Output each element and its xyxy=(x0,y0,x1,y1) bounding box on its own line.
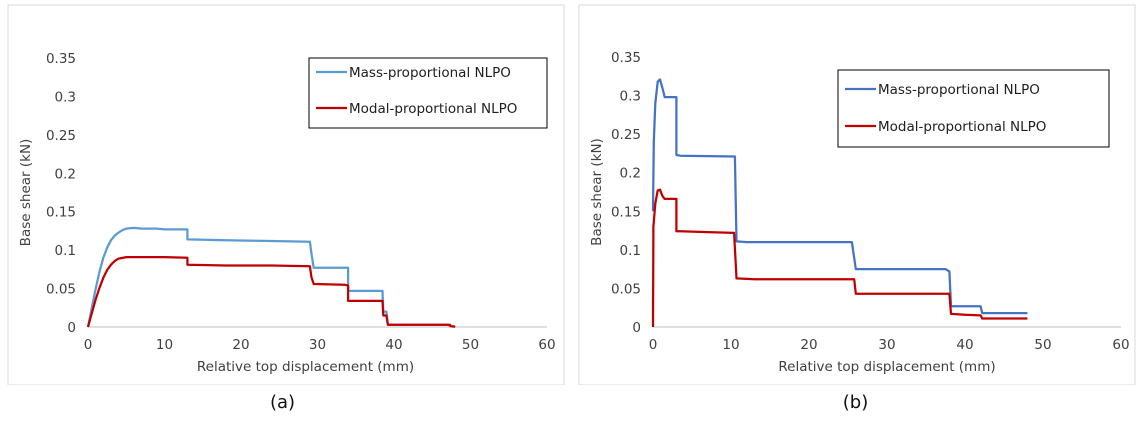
chart-panel-a: 0 0.05 0.1 0.15 0.2 0.25 0.3 0.35 0 10 20 30 40 50 60 R… xyxy=(0,0,565,430)
legend-entry: Modal-proportional NLPO xyxy=(349,101,517,117)
y-tick-label: 0.1 xyxy=(620,243,641,259)
y-tick-label: 0.05 xyxy=(611,281,641,297)
series-line-modal-proportional xyxy=(651,188,1028,328)
x-tick-label: 50 xyxy=(1034,337,1051,353)
x-tick-label: 50 xyxy=(462,337,479,353)
x-tick-label: 20 xyxy=(800,337,817,353)
x-tick-label: 30 xyxy=(309,337,326,353)
chart-b: 0 0.05 0.1 0.15 0.2 0.25 0.3 0.35 0 10 20 30 40 50 60 R… xyxy=(578,4,1136,385)
caption-b: (b) xyxy=(842,392,869,413)
series-line-modal-proportional xyxy=(86,255,456,328)
x-tick-label: 60 xyxy=(538,337,555,353)
y-axis-title: Base shear (kN) xyxy=(589,138,605,246)
x-tick-label: 0 xyxy=(84,337,93,353)
y-tick-label: 0.25 xyxy=(46,128,76,144)
y-tick-label: 0.15 xyxy=(611,204,641,220)
legend-entry: Mass-proportional NLPO xyxy=(349,65,511,81)
x-tick-label: 40 xyxy=(956,337,973,353)
x-axis-title: Relative top displacement (mm) xyxy=(197,359,414,375)
y-tick-label: 0.35 xyxy=(611,50,641,66)
x-tick-label: 30 xyxy=(878,337,895,353)
chart-panel-b: 0 0.05 0.1 0.15 0.2 0.25 0.3 0.35 0 10 20 30 40 50 60 R… xyxy=(573,0,1138,430)
y-axis-title: Base shear (kN) xyxy=(18,139,34,247)
y-tick-label: 0 xyxy=(632,320,641,336)
x-tick-label: 10 xyxy=(156,337,173,353)
legend-box xyxy=(308,57,548,129)
y-tick-label: 0.3 xyxy=(55,89,76,105)
legend-entry: Mass-proportional NLPO xyxy=(878,82,1040,98)
x-tick-label: 40 xyxy=(385,337,402,353)
y-tick-label: 0.35 xyxy=(46,51,76,67)
y-tick-label: 0.05 xyxy=(46,282,76,298)
x-tick-label: 20 xyxy=(232,337,249,353)
y-tick-label: 0.1 xyxy=(55,243,76,259)
y-tick-label: 0.3 xyxy=(620,89,641,105)
x-axis-title: Relative top displacement (mm) xyxy=(778,359,995,375)
series-line-mass-proportional xyxy=(86,226,456,328)
y-tick-label: 0.2 xyxy=(55,166,76,182)
chart-frame xyxy=(578,4,1136,385)
x-tick-label: 60 xyxy=(1112,337,1129,353)
legend-box xyxy=(837,69,1110,148)
y-tick-label: 0.15 xyxy=(46,205,76,221)
x-tick-label: 10 xyxy=(722,337,739,353)
x-tick-label: 0 xyxy=(649,337,658,353)
chart-a: 0 0.05 0.1 0.15 0.2 0.25 0.3 0.35 0 10 20 30 40 50 60 R… xyxy=(7,4,565,385)
caption-a: (a) xyxy=(269,392,296,413)
y-tick-label: 0.25 xyxy=(611,127,641,143)
legend-entry: Modal-proportional NLPO xyxy=(878,119,1046,135)
y-tick-label: 0.2 xyxy=(620,166,641,182)
y-tick-label: 0 xyxy=(67,320,76,336)
